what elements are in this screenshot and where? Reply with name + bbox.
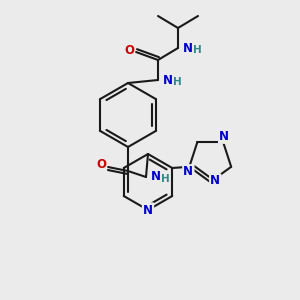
- Text: O: O: [96, 158, 106, 172]
- Text: H: H: [172, 77, 182, 87]
- Text: N: N: [219, 130, 229, 143]
- Text: N: N: [183, 165, 193, 178]
- Text: N: N: [183, 41, 193, 55]
- Text: H: H: [193, 45, 201, 55]
- Text: N: N: [151, 170, 161, 184]
- Text: N: N: [143, 203, 153, 217]
- Text: N: N: [163, 74, 173, 86]
- Text: O: O: [124, 44, 134, 58]
- Text: H: H: [160, 174, 169, 184]
- Text: N: N: [210, 175, 220, 188]
